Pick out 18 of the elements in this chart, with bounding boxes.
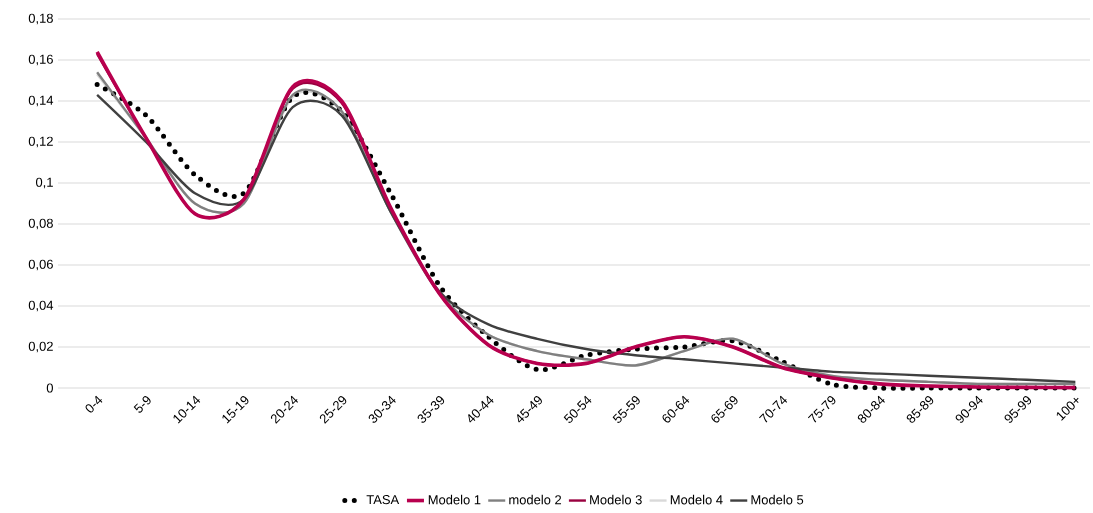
y-tick-label: 0,1 [35, 177, 53, 189]
legend-label: modelo 2 [509, 494, 562, 505]
y-tick-label: 0,08 [28, 218, 53, 230]
legend-label: TASA [366, 495, 400, 505]
legend-label: Modelo 1 [428, 494, 481, 505]
y-tick-label: 0,16 [28, 54, 53, 66]
y-tick-label: 0,02 [28, 341, 53, 353]
x-tick-label: 0-4 [85, 395, 103, 413]
legend-label: Modelo 5 [751, 494, 804, 505]
y-tick-label: 0 [46, 383, 53, 393]
y-tick-label: 0,18 [28, 13, 53, 25]
y-tick-label: 0,06 [28, 259, 53, 271]
legend-label: Modelo 3 [590, 494, 642, 505]
legend-label: Modelo 4 [670, 494, 723, 505]
y-tick-label: 0,12 [28, 136, 53, 148]
y-tick-label: 0,14 [28, 95, 54, 107]
y-tick-label: 0,04 [28, 300, 54, 312]
x-tick-label: 5-9 [133, 396, 151, 413]
